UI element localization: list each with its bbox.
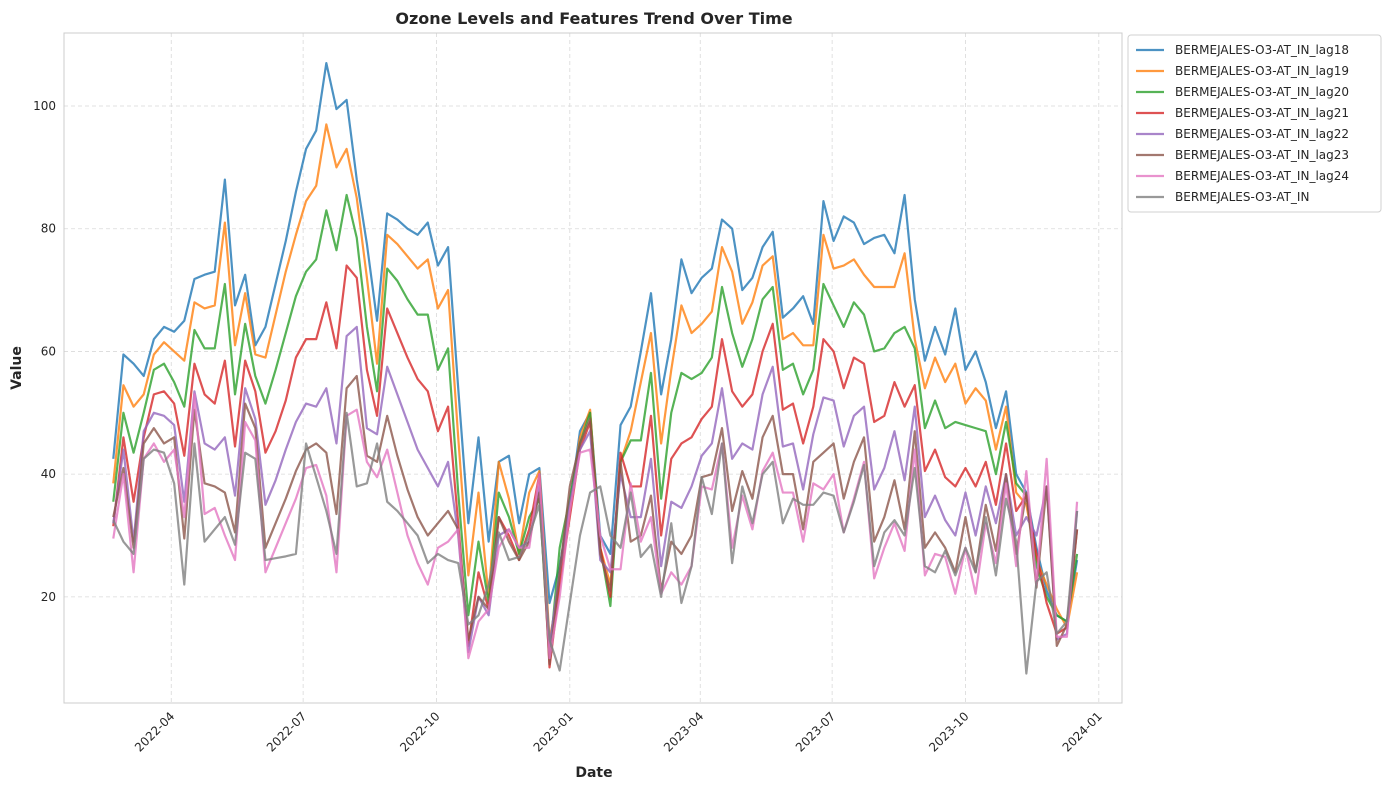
legend-box (1127, 34, 1382, 213)
legend-label: BERMEJALES-O3-AT_IN_lag18 (1175, 43, 1349, 57)
series-line (112, 411, 1079, 675)
plot-area (64, 33, 1122, 703)
y-tick-label: 60 (41, 344, 56, 358)
legend-label: BERMEJALES-O3-AT_IN_lag22 (1175, 127, 1349, 141)
series-line (112, 393, 1079, 660)
y-tick-label: 20 (41, 590, 56, 604)
legend-label: BERMEJALES-O3-AT_IN_lag20 (1175, 85, 1349, 99)
x-axis-label: Date (575, 765, 612, 781)
legend-label: BERMEJALES-O3-AT_IN (1175, 190, 1309, 204)
chart-title: Ozone Levels and Features Trend Over Tim… (395, 9, 792, 28)
y-tick-label: 80 (41, 222, 56, 236)
y-axis-label: Value (9, 346, 25, 390)
y-tick-label: 100 (33, 99, 56, 113)
legend-label: BERMEJALES-O3-AT_IN_lag24 (1175, 169, 1349, 183)
plot-frame (63, 32, 1123, 704)
legend-label: BERMEJALES-O3-AT_IN_lag23 (1175, 148, 1349, 162)
legend: BERMEJALES-O3-AT_IN_lag18 BERMEJALES-O3-A… (1127, 34, 1382, 213)
legend-label: BERMEJALES-O3-AT_IN_lag19 (1175, 64, 1349, 78)
y-tick-label: 40 (41, 467, 56, 481)
legend-label: BERMEJALES-O3-AT_IN_lag21 (1175, 106, 1349, 120)
